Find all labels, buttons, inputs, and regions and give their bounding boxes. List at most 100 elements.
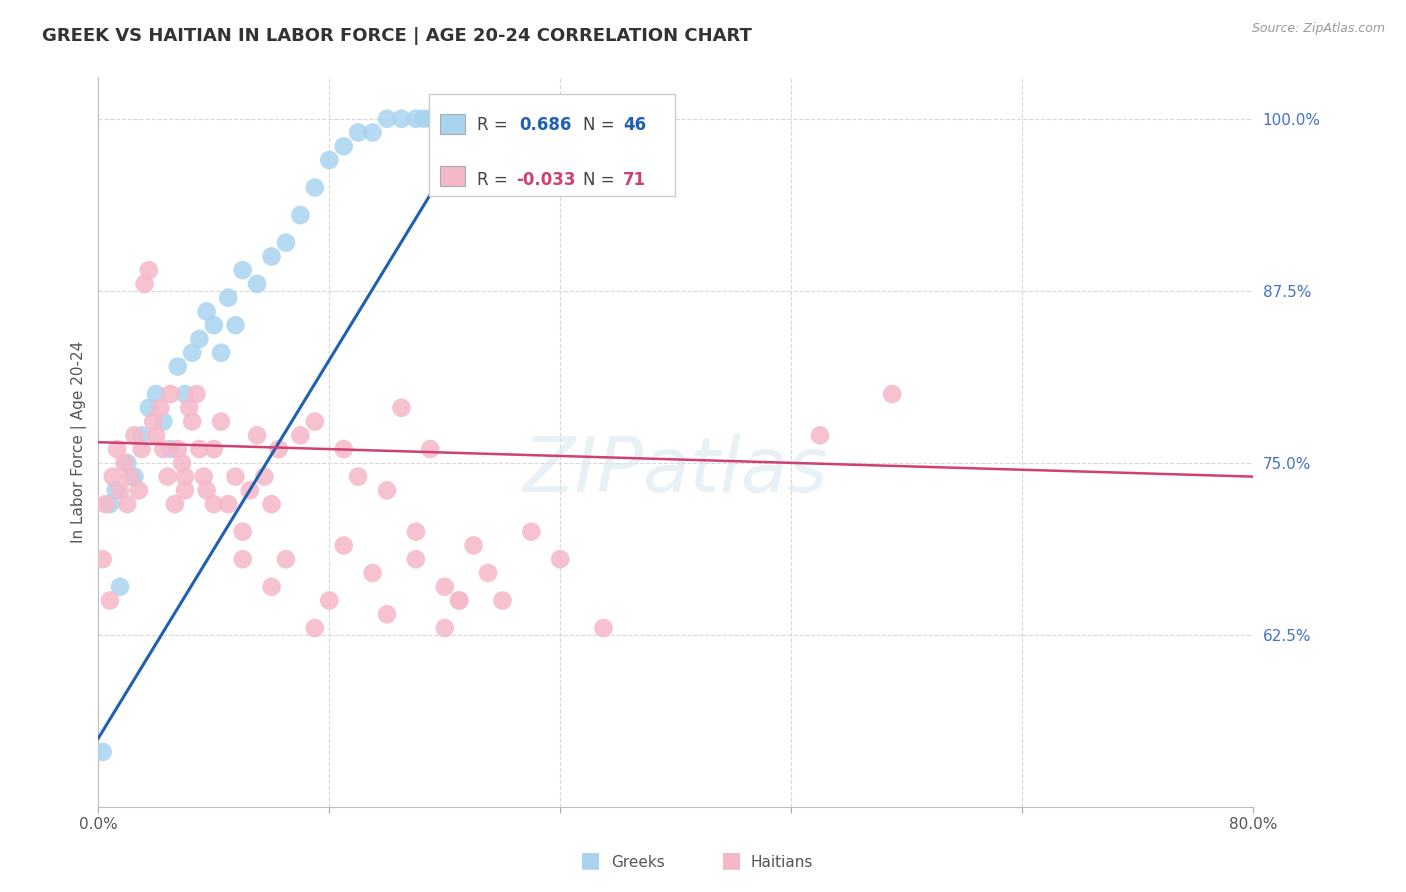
Point [405,524,427,539]
Point [882,387,904,401]
Point [145,428,167,442]
Point [202,318,225,333]
Point [131,442,153,456]
Point [202,442,225,456]
Point [433,580,456,594]
Point [138,401,160,415]
Point [347,126,370,140]
Point [209,415,232,429]
Point [449,112,471,126]
Point [174,387,197,401]
Point [426,112,449,126]
Point [124,428,146,442]
Point [375,607,398,622]
Point [274,235,297,250]
Point [391,112,413,126]
Point [405,112,427,126]
Point [152,415,174,429]
Point [152,442,174,456]
Point [181,415,204,429]
Point [520,524,543,539]
Point [460,112,482,126]
Text: ■: ■ [581,850,600,870]
Point [375,112,398,126]
Point [174,469,197,483]
Point [361,566,384,580]
Point [94,497,117,511]
Text: N =: N = [583,116,620,134]
Point [440,112,463,126]
Point [592,621,614,635]
Point [108,483,131,498]
Point [131,428,153,442]
Text: Greeks: Greeks [612,855,665,870]
Point [115,497,138,511]
Point [456,112,478,126]
Point [224,318,246,333]
Point [290,428,312,442]
Point [239,483,262,498]
Point [166,359,188,374]
Point [217,497,239,511]
Point [232,524,254,539]
Point [433,621,456,635]
Point [412,112,434,126]
Point [332,442,354,456]
Point [433,112,456,126]
Point [318,153,340,167]
Point [548,552,571,566]
Point [156,469,179,483]
Point [186,387,208,401]
Point [290,208,312,222]
Point [91,745,114,759]
Point [246,277,269,291]
Point [128,483,150,498]
Point [260,497,283,511]
Point [202,497,225,511]
Point [149,401,172,415]
Text: Haitians: Haitians [751,855,813,870]
Point [304,180,326,194]
Point [91,552,114,566]
Point [391,401,413,415]
Point [232,552,254,566]
Point [463,112,485,126]
Point [463,538,485,552]
Text: N =: N = [583,171,620,189]
Point [209,345,232,359]
Point [120,469,142,483]
Point [449,593,471,607]
Y-axis label: In Labor Force | Age 20-24: In Labor Force | Age 20-24 [72,341,87,543]
Point [181,345,204,359]
Point [405,552,427,566]
Point [101,469,124,483]
Point [112,456,135,470]
Point [454,112,477,126]
Text: 0.686: 0.686 [519,116,571,134]
Point [98,497,121,511]
Point [304,415,326,429]
Point [98,593,121,607]
Point [347,469,370,483]
Point [179,401,201,415]
Point [451,112,474,126]
Point [115,456,138,470]
Point [163,497,186,511]
Point [195,304,218,318]
Point [104,483,127,498]
Point [188,442,211,456]
Text: 71: 71 [623,171,645,189]
Text: ZIPatlas: ZIPatlas [523,434,828,508]
Point [246,428,269,442]
Point [217,291,239,305]
Point [232,263,254,277]
Point [145,387,167,401]
Point [159,442,181,456]
Point [195,483,218,498]
Point [142,415,165,429]
Point [188,332,211,346]
Point [267,442,290,456]
Point [166,442,188,456]
Point [159,387,181,401]
Text: ■: ■ [721,850,741,870]
